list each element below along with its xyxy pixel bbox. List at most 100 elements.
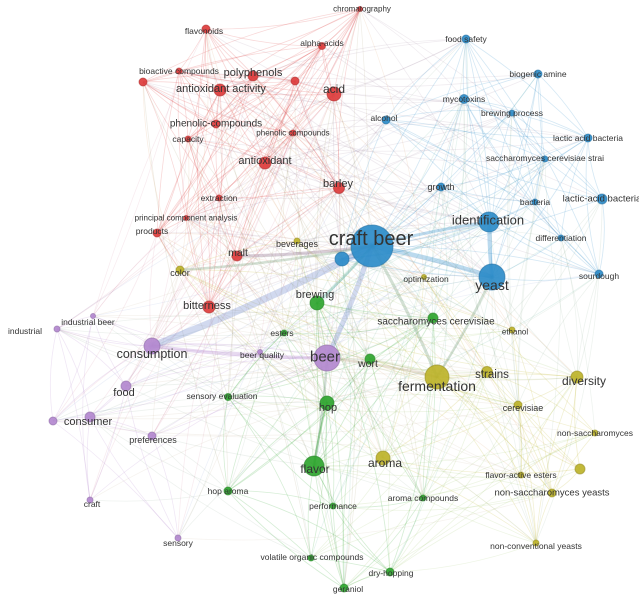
graph-node-bitterness[interactable]: [202, 300, 216, 314]
node-label-dry-hopping: dry-hopping: [369, 568, 414, 578]
node-label-sourdough: sourdough: [579, 271, 619, 281]
graph-node-biogenic-amine[interactable]: [533, 69, 543, 79]
graph-node-beer[interactable]: [313, 344, 341, 372]
node-label-principal-component-analysis: principal component analysis: [135, 214, 238, 223]
graph-node-preferences[interactable]: [147, 431, 157, 441]
node-label-biogenic-amine: biogenic amine: [509, 69, 566, 79]
graph-node-node[interactable]: [138, 77, 148, 87]
node-label-lactic-acid-bacteria: lactic acid bacteria: [553, 133, 623, 143]
node-label-antioxidant: antioxidant: [238, 155, 291, 167]
graph-node-craft[interactable]: [86, 496, 94, 504]
graph-node-volatile-organic-compounds[interactable]: [307, 554, 315, 562]
graph-node-hop-aroma[interactable]: [223, 486, 233, 496]
graph-node-capacity[interactable]: [184, 135, 192, 143]
node-label-chromatography: chromatography: [333, 5, 391, 14]
node-label-saccharomyces-cerevisiae: saccharomyces cerevisiae: [377, 317, 495, 328]
graph-node-food[interactable]: [120, 380, 132, 392]
graph-node-dry-hopping[interactable]: [385, 567, 395, 577]
strong-link-color-craft-beer: [178, 244, 374, 272]
graph-node-performance[interactable]: [329, 502, 337, 510]
graph-node-antioxidant-activity[interactable]: [213, 83, 227, 97]
graph-node-saccharomyces-cerevisiae[interactable]: [427, 312, 439, 324]
node-label-food-safety: food safety: [445, 34, 487, 44]
graph-node-cerevisiae[interactable]: [513, 400, 523, 410]
graph-node-bacteria[interactable]: [531, 198, 539, 206]
graph-node-fermentation[interactable]: [424, 364, 450, 390]
graph-node-extraction[interactable]: [215, 194, 223, 202]
graph-node-node[interactable]: [334, 251, 350, 267]
node-label-non-saccharomyces: non-saccharomyces: [557, 428, 633, 438]
graph-node-optimization[interactable]: [421, 274, 427, 280]
graph-node-alpha-acids[interactable]: [318, 42, 326, 50]
graph-node-node[interactable]: [574, 463, 586, 475]
graph-node-non-saccharomyces-yeasts[interactable]: [547, 488, 557, 498]
graph-node-beer-quality[interactable]: [257, 349, 263, 355]
graph-node-acid[interactable]: [326, 86, 342, 102]
node-circles: [48, 6, 608, 593]
node-label-aroma: aroma: [368, 456, 402, 470]
node-label-growth: growth: [427, 182, 454, 192]
graph-node-node[interactable]: [48, 416, 58, 426]
graph-node-products[interactable]: [152, 228, 162, 238]
graph-node-sensory-evaluation[interactable]: [224, 393, 232, 401]
graph-node-node[interactable]: [290, 76, 300, 86]
graph-node-bioactive-compounds[interactable]: [175, 67, 183, 75]
graph-node-brewing-process[interactable]: [508, 109, 516, 117]
graph-node-industrial[interactable]: [53, 325, 61, 333]
graph-node-flavor[interactable]: [303, 455, 325, 477]
graph-node-chromatography[interactable]: [357, 6, 363, 12]
node-label-cerevisiae: cerevisiae: [503, 403, 544, 413]
graph-node-yeast[interactable]: [478, 263, 506, 291]
graph-node-polyphenols[interactable]: [247, 70, 259, 82]
node-label-consumer: consumer: [64, 416, 113, 428]
graph-node-beverages[interactable]: [293, 237, 301, 245]
graph-node-hop[interactable]: [319, 395, 335, 411]
graph-node-esters[interactable]: [280, 329, 288, 337]
graph-node-antioxidant[interactable]: [258, 156, 272, 170]
graph-node-sourdough[interactable]: [594, 269, 604, 279]
graph-node-principal-component-analysis[interactable]: [183, 215, 189, 221]
node-label-mycotoxins: mycotoxins: [443, 94, 486, 104]
graph-node-mycotoxins[interactable]: [459, 94, 469, 104]
graph-node-differentiation[interactable]: [557, 234, 565, 242]
graph-node-wort[interactable]: [364, 353, 376, 365]
graph-node-lactic-acid-bacteria[interactable]: [596, 193, 608, 205]
graph-node-color[interactable]: [175, 265, 185, 275]
graph-node-growth[interactable]: [436, 182, 446, 192]
graph-node-alcohol[interactable]: [381, 115, 391, 125]
graph-node-phenolic-compounds[interactable]: [211, 119, 221, 129]
graph-node-flavonoids[interactable]: [201, 24, 211, 34]
graph-node-food-safety[interactable]: [461, 34, 471, 44]
graph-node-consumption[interactable]: [143, 337, 161, 355]
graph-node-saccharomyces-cerevisiae-strai[interactable]: [541, 155, 549, 163]
graph-node-non-conventional-yeasts[interactable]: [532, 539, 540, 547]
node-label-craft: craft: [84, 499, 101, 509]
graph-node-craft-beer[interactable]: [350, 224, 394, 268]
node-label-products: products: [136, 226, 169, 236]
graph-node-brewing[interactable]: [309, 295, 325, 311]
graph-node-sensory[interactable]: [174, 534, 182, 542]
node-label-ethanol: ethanol: [502, 328, 528, 337]
graph-node-industrial-beer[interactable]: [90, 313, 96, 319]
graph-node-phenolic-compounds[interactable]: [289, 129, 297, 137]
node-label-differentiation: differentiation: [536, 233, 587, 243]
graph-node-diversity[interactable]: [570, 370, 584, 384]
node-label-color: color: [170, 268, 190, 278]
graph-node-barley[interactable]: [333, 182, 345, 194]
graph-node-geraniol[interactable]: [339, 583, 349, 593]
graph-node-strains[interactable]: [481, 366, 493, 378]
node-label-bacteria: bacteria: [520, 197, 551, 207]
graph-node-lactic-acid-bacteria[interactable]: [583, 133, 593, 143]
node-label-geraniol: geraniol: [333, 584, 363, 594]
node-label-phenolic-compounds: phenolic compounds: [256, 129, 329, 138]
graph-node-identification[interactable]: [478, 211, 500, 233]
graph-node-consumer[interactable]: [84, 411, 96, 423]
graph-node-malt[interactable]: [231, 250, 243, 262]
node-label-hop-aroma: hop aroma: [208, 486, 249, 496]
graph-node-aroma-compounds[interactable]: [419, 494, 427, 502]
graph-node-flavor-active-esters[interactable]: [517, 471, 525, 479]
graph-node-ethanol[interactable]: [508, 326, 516, 334]
graph-node-non-saccharomyces[interactable]: [591, 429, 599, 437]
graph-node-aroma[interactable]: [375, 450, 391, 466]
